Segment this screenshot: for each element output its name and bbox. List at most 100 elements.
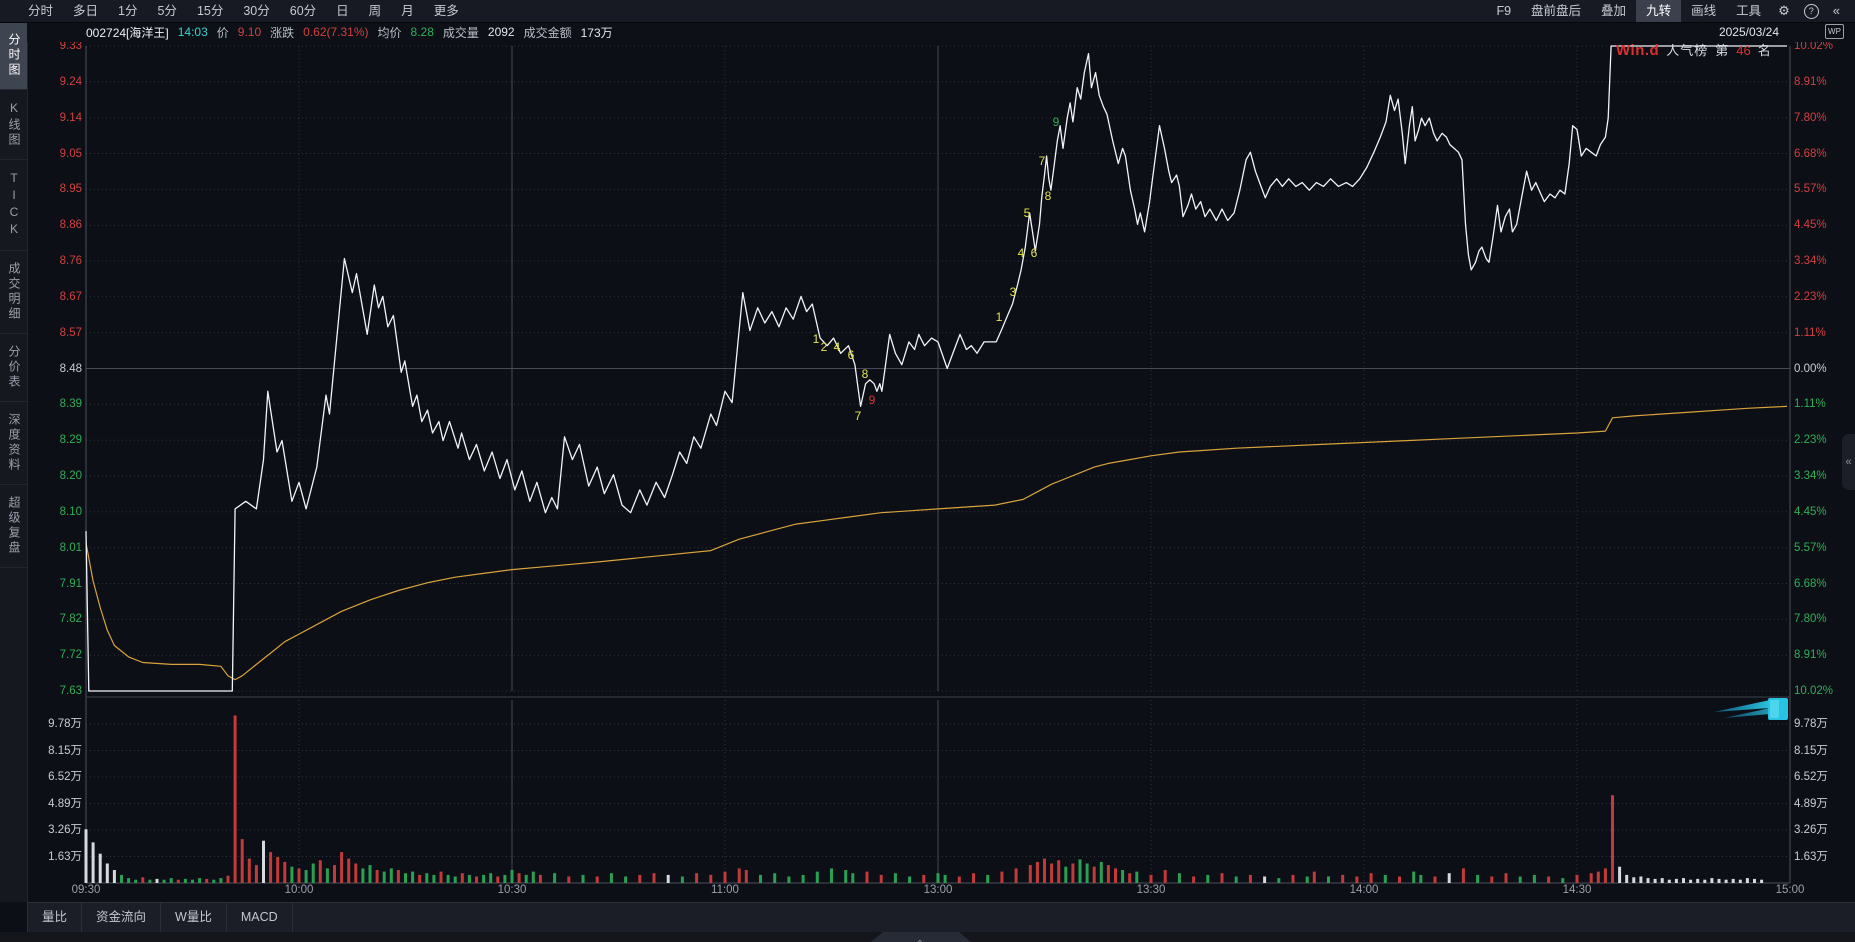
percent-axis-label: 2.23% (1794, 434, 1827, 447)
volume-axis-label: 4.89万 (1794, 797, 1828, 810)
percent-axis-label: 5.57% (1794, 541, 1827, 554)
price-axis-label: 9.14 (59, 111, 82, 124)
percent-axis-label: 5.57% (1794, 183, 1827, 196)
right-panel-collapse-handle[interactable]: « (1842, 434, 1855, 490)
nine-turn-count-4: 4 (1017, 246, 1025, 260)
time-axis-label: 13:30 (1136, 884, 1166, 896)
price-label: 价 (216, 25, 229, 40)
menu-item-3[interactable]: 5分 (157, 4, 177, 18)
price-axis-label: 8.86 (59, 219, 82, 232)
collapse-chevron-icon: « (1845, 456, 1852, 468)
quote-time: 14:03 (177, 25, 208, 39)
nine-turn-count-6: 6 (847, 348, 855, 362)
wind-wp-icon[interactable]: WP (1825, 24, 1844, 39)
menu-collapse-icon[interactable]: « (1832, 3, 1840, 18)
nine-turn-count-4: 4 (833, 340, 841, 354)
top-menu-bar: 分时 多日 1分 5分 15分 30分 60分 日 周 月 更多 F9 盘前盘后 叠加 九转 画线 工具 ⚙ … (0, 0, 1855, 23)
sidebar-item-3[interactable]: 成交明细 (0, 251, 27, 334)
price-axis-label: 8.10 (59, 505, 82, 518)
nine-turn-count-6: 6 (1030, 246, 1038, 260)
menu-item-0[interactable]: 分时 (28, 4, 54, 18)
menu-item-10[interactable]: 更多 (433, 4, 459, 18)
price-axis-label: 8.76 (59, 255, 82, 267)
price-axis-label: 8.01 (59, 541, 82, 554)
bottom-tab-2[interactable]: W量比 (161, 903, 227, 932)
bottom-tab-1[interactable]: 资金流向 (82, 903, 162, 932)
rank-suffix: 名 (1757, 43, 1772, 58)
nine-turn-count-9: 9 (868, 393, 876, 407)
trade-date: 2025/03/24 (1718, 25, 1779, 39)
nine-turn-count-8: 8 (861, 367, 869, 381)
time-axis-label: 09:30 (71, 884, 101, 896)
nine-turn-count-5: 5 (1023, 206, 1031, 220)
menu-item-8[interactable]: 周 (368, 4, 382, 18)
price-axis-label: 7.91 (59, 577, 82, 590)
percent-axis-label: 8.91% (1794, 649, 1827, 662)
menu-item-工具[interactable]: 工具 (1736, 4, 1762, 18)
avg-price-label: 均价 (377, 25, 402, 40)
time-axis-label: 15:00 (1775, 884, 1805, 896)
menu-item-F9[interactable]: F9 (1496, 4, 1512, 18)
nine-turn-count-3: 3 (1009, 285, 1017, 299)
price-axis-label: 8.29 (59, 434, 82, 447)
rank-value: 46 (1736, 43, 1751, 58)
time-axis-label: 11:00 (711, 884, 739, 896)
popularity-rank-text: 人气榜 (1666, 43, 1709, 58)
percent-axis-label: 4.45% (1794, 219, 1827, 232)
turnover-value: 173万 (580, 25, 613, 40)
stock-code-name[interactable]: 002724[海洋王] (86, 25, 169, 40)
menu-item-叠加[interactable]: 叠加 (1601, 4, 1627, 18)
percent-axis-label: 2.23% (1794, 290, 1827, 303)
menu-item-2[interactable]: 1分 (118, 4, 138, 18)
price-axis-label: 9.24 (59, 75, 82, 88)
sidebar-item-5[interactable]: 深度资料 (0, 402, 27, 485)
sidebar-item-2[interactable]: TICK (0, 160, 27, 251)
sidebar-item-4[interactable]: 分价表 (0, 334, 27, 402)
percent-axis-label: 4.45% (1794, 505, 1827, 518)
price-axis-label: 8.39 (59, 398, 82, 411)
bottom-tab-3[interactable]: MACD (227, 903, 293, 932)
brush-tool-icon[interactable] (1712, 696, 1792, 724)
avg-price-value: 8.28 (410, 25, 434, 39)
indicator-tab-bar: 量比 资金流向 W量比 MACD (27, 902, 1855, 932)
menu-item-5[interactable]: 30分 (243, 4, 270, 18)
percent-axis-label: 10.02% (1794, 40, 1834, 52)
volume-axis-label: 6.52万 (48, 771, 82, 783)
volume-axis-label: 8.15万 (48, 744, 82, 757)
percent-axis-label: 1.11% (1794, 326, 1826, 339)
tools-menu-items: F9 盘前盘后 叠加 九转 画线 工具 (1486, 0, 1771, 22)
menu-item-6[interactable]: 60分 (289, 4, 317, 18)
percent-axis-label: 7.80% (1794, 111, 1827, 124)
nine-turn-count-1: 1 (995, 310, 1003, 324)
help-icon[interactable]: ? (1803, 3, 1819, 19)
stock-info-bar: 002724[海洋王] 14:03 价 9.10 涨跌 0.62(7.31%) … (27, 22, 1855, 42)
time-axis-label: 10:30 (497, 884, 527, 896)
sidebar-item-1[interactable]: K线图 (0, 90, 27, 160)
percent-axis-label: 6.68% (1794, 147, 1827, 160)
nine-turn-count-1: 1 (812, 332, 820, 346)
price-axis-label: 8.67 (59, 290, 82, 303)
time-axis-label: 14:30 (1562, 884, 1592, 896)
menu-item-画线[interactable]: 画线 (1691, 4, 1717, 18)
percent-axis-label: 6.68% (1794, 577, 1827, 590)
menu-item-7[interactable]: 日 (336, 4, 349, 18)
volume-axis-label: 3.26万 (1794, 824, 1828, 836)
sidebar-item-0[interactable]: 分时图 (0, 22, 27, 90)
menu-item-4[interactable]: 15分 (196, 4, 224, 18)
menu-item-盘前盘后[interactable]: 盘前盘后 (1531, 4, 1582, 18)
sidebar-item-6[interactable]: 超级复盘 (0, 485, 27, 568)
percent-axis-label: 7.80% (1794, 613, 1827, 626)
nine-turn-count-2: 2 (820, 340, 828, 354)
menu-item-9[interactable]: 月 (401, 4, 414, 18)
bottom-tab-0[interactable]: 量比 (27, 903, 83, 932)
price-value: 9.10 (237, 25, 262, 39)
settings-gear-icon[interactable]: ⚙ (1778, 3, 1790, 18)
percent-axis-label: 0.00% (1794, 362, 1827, 375)
price-axis-label: 7.63 (59, 685, 82, 697)
menu-item-1[interactable]: 多日 (73, 4, 99, 18)
menu-item-九转[interactable]: 九转 (1636, 0, 1682, 22)
bottom-panel-handle[interactable]: « (871, 932, 971, 942)
volume-axis-label: 1.63万 (1794, 850, 1828, 863)
